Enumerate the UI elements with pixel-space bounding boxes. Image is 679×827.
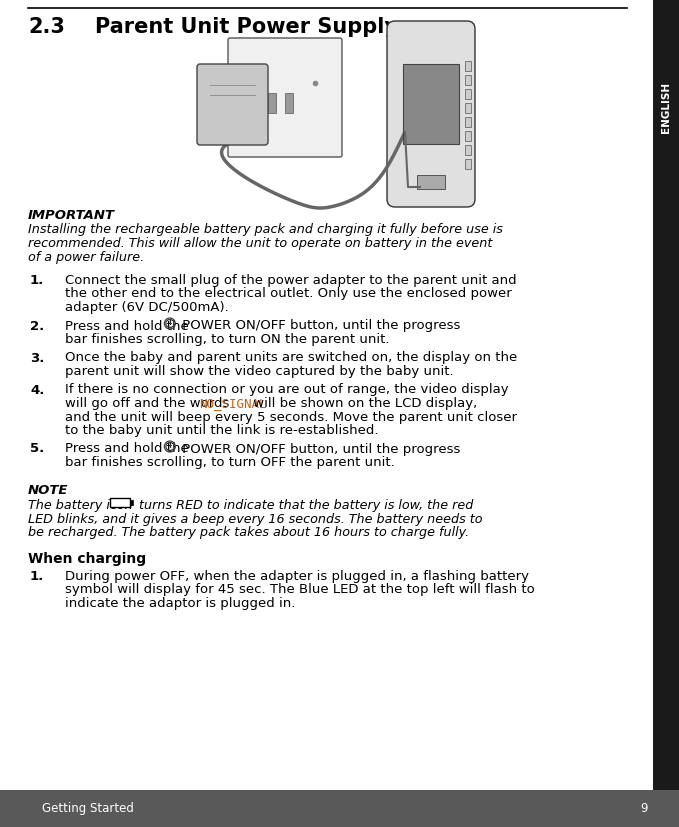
Text: the other end to the electrical outlet. Only use the enclosed power: the other end to the electrical outlet. … <box>65 288 512 300</box>
Text: IMPORTANT: IMPORTANT <box>28 209 115 222</box>
Text: POWER ON/OFF button, until the progress: POWER ON/OFF button, until the progress <box>178 442 460 456</box>
Text: 4.: 4. <box>30 384 44 396</box>
Text: 5.: 5. <box>30 442 44 456</box>
Bar <box>465 75 471 85</box>
Bar <box>403 64 459 144</box>
Text: and the unit will beep every 5 seconds. Move the parent unit closer: and the unit will beep every 5 seconds. … <box>65 410 517 423</box>
Text: During power OFF, when the adapter is plugged in, a flashing battery: During power OFF, when the adapter is pl… <box>65 570 529 583</box>
Bar <box>110 498 130 507</box>
Text: turns RED to indicate that the battery is low, the red: turns RED to indicate that the battery i… <box>135 499 473 512</box>
Text: Installing the rechargeable battery pack and charging it fully before use is: Installing the rechargeable battery pack… <box>28 223 503 237</box>
Text: indicate the adaptor is plugged in.: indicate the adaptor is plugged in. <box>65 597 295 610</box>
Bar <box>465 117 471 127</box>
Text: of a power failure.: of a power failure. <box>28 251 144 264</box>
Bar <box>465 145 471 155</box>
Bar <box>0 790 679 827</box>
FancyBboxPatch shape <box>228 38 342 157</box>
Bar <box>268 93 276 113</box>
Bar <box>285 93 293 113</box>
Text: adapter (6V DC/500mA).: adapter (6V DC/500mA). <box>65 301 229 314</box>
Text: to the baby unit until the link is re-established.: to the baby unit until the link is re-es… <box>65 424 378 437</box>
Text: 1.: 1. <box>30 274 44 287</box>
Bar <box>465 103 471 113</box>
FancyBboxPatch shape <box>387 21 475 207</box>
Text: will go off and the words: will go off and the words <box>65 397 234 410</box>
Text: 3.: 3. <box>30 351 44 365</box>
Text: Connect the small plug of the power adapter to the parent unit and: Connect the small plug of the power adap… <box>65 274 517 287</box>
FancyBboxPatch shape <box>197 64 268 145</box>
Text: The battery icon: The battery icon <box>28 499 136 512</box>
Text: 9: 9 <box>640 802 648 815</box>
Text: bar finishes scrolling, to turn OFF the parent unit.: bar finishes scrolling, to turn OFF the … <box>65 456 394 469</box>
Text: Getting Started: Getting Started <box>42 802 134 815</box>
Text: parent unit will show the video captured by the baby unit.: parent unit will show the video captured… <box>65 365 454 378</box>
Bar <box>465 159 471 169</box>
Text: Parent Unit Power Supply: Parent Unit Power Supply <box>95 17 398 37</box>
Text: NOTE: NOTE <box>28 485 69 498</box>
Text: be recharged. The battery pack takes about 16 hours to charge fully.: be recharged. The battery pack takes abo… <box>28 526 469 539</box>
Text: Press and hold the: Press and hold the <box>65 319 193 332</box>
Text: will be shown on the LCD display,: will be shown on the LCD display, <box>249 397 477 410</box>
Bar <box>465 131 471 141</box>
Text: 1.: 1. <box>30 570 44 583</box>
Text: When charging: When charging <box>28 552 146 566</box>
Text: ENGLISH: ENGLISH <box>661 81 671 132</box>
Text: 2.: 2. <box>30 319 44 332</box>
Bar <box>465 89 471 99</box>
Text: POWER ON/OFF button, until the progress: POWER ON/OFF button, until the progress <box>178 319 460 332</box>
Bar <box>130 500 133 505</box>
Text: 2.3: 2.3 <box>28 17 65 37</box>
Bar <box>465 61 471 71</box>
Text: Once the baby and parent units are switched on, the display on the: Once the baby and parent units are switc… <box>65 351 517 365</box>
Text: symbol will display for 45 sec. The Blue LED at the top left will flash to: symbol will display for 45 sec. The Blue… <box>65 584 535 596</box>
Text: If there is no connection or you are out of range, the video display: If there is no connection or you are out… <box>65 384 509 396</box>
Text: Press and hold the: Press and hold the <box>65 442 193 456</box>
Text: NO_SIGNAL: NO_SIGNAL <box>199 397 266 410</box>
Text: bar finishes scrolling, to turn ON the parent unit.: bar finishes scrolling, to turn ON the p… <box>65 333 390 346</box>
Bar <box>653 0 679 790</box>
Text: LED blinks, and it gives a beep every 16 seconds. The battery needs to: LED blinks, and it gives a beep every 16… <box>28 513 483 525</box>
Bar <box>417 175 445 189</box>
Text: recommended. This will allow the unit to operate on battery in the event: recommended. This will allow the unit to… <box>28 237 492 250</box>
